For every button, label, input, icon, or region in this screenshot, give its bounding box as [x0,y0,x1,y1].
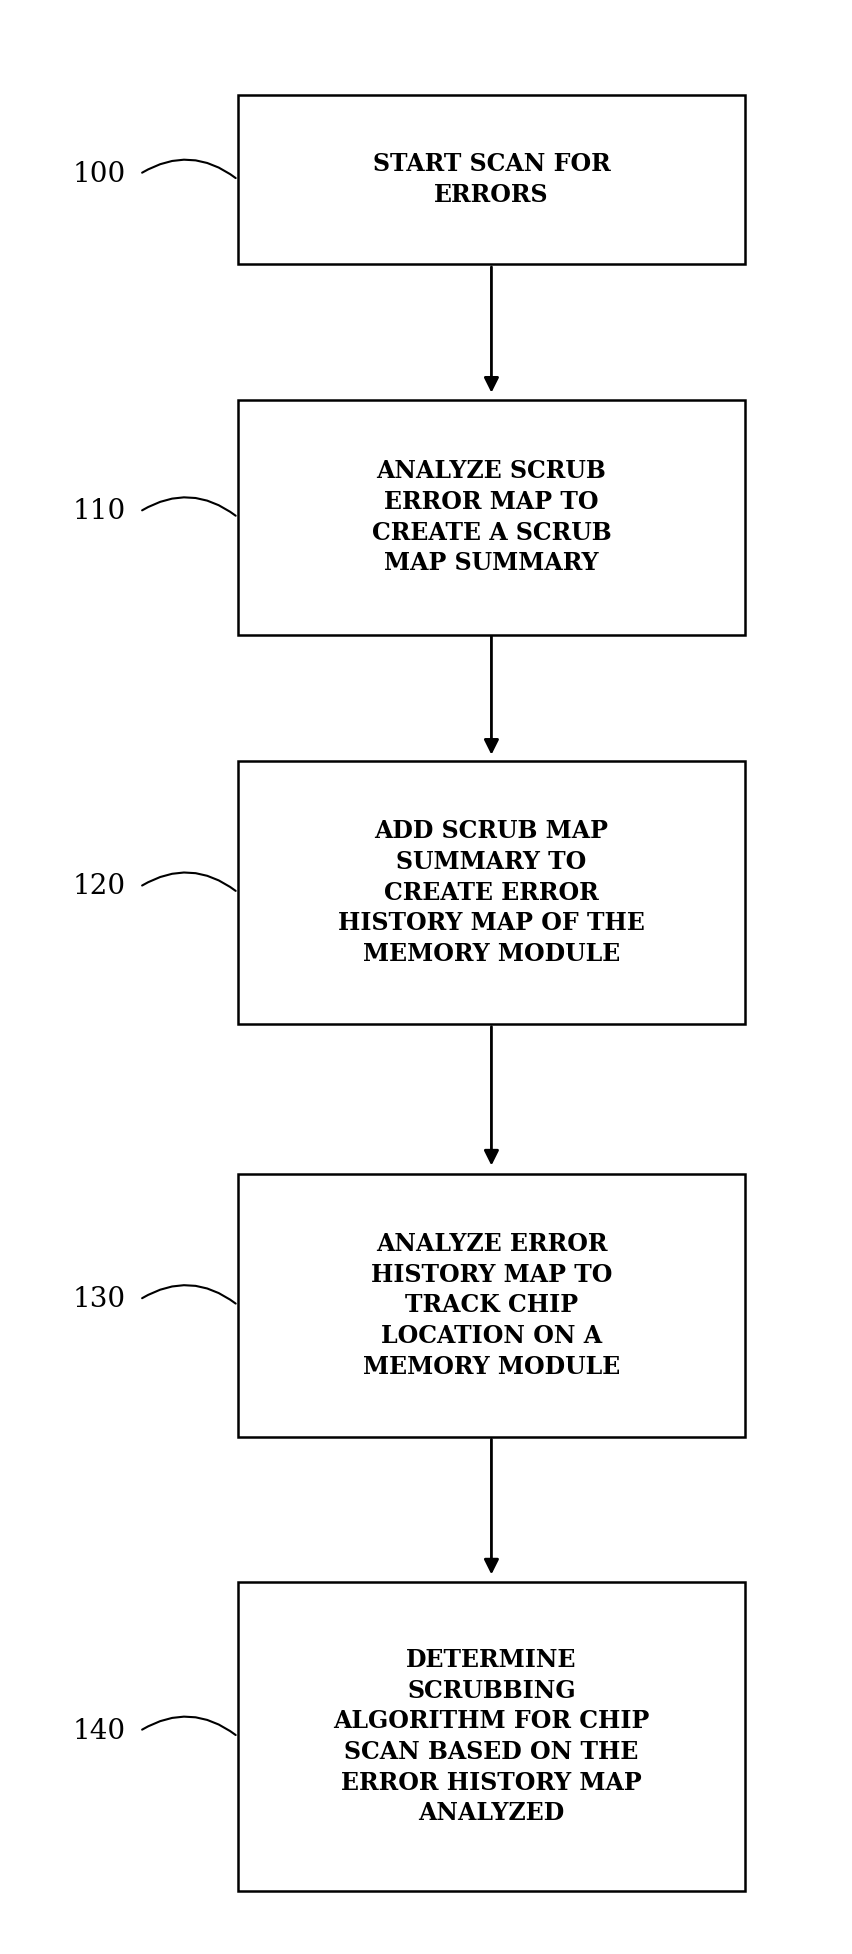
Bar [238,401,745,635]
Text: ANALYZE ERROR
HISTORY MAP TO
TRACK CHIP
LOCATION ON A
MEMORY MODULE: ANALYZE ERROR HISTORY MAP TO TRACK CHIP … [363,1231,620,1380]
Text: 130: 130 [72,1286,125,1313]
Bar [238,1583,745,1891]
Text: 120: 120 [72,873,125,901]
Bar [238,762,745,1024]
Text: ANALYZE SCRUB
ERROR MAP TO
CREATE A SCRUB
MAP SUMMARY: ANALYZE SCRUB ERROR MAP TO CREATE A SCRU… [371,459,611,574]
Text: DETERMINE
SCRUBBING
ALGORITHM FOR CHIP
SCAN BASED ON THE
ERROR HISTORY MAP
ANALY: DETERMINE SCRUBBING ALGORITHM FOR CHIP S… [333,1647,649,1825]
Text: 110: 110 [72,498,125,526]
Text: 140: 140 [72,1718,125,1745]
Text: START SCAN FOR
ERRORS: START SCAN FOR ERRORS [372,152,610,207]
Bar [238,1174,745,1436]
Text: 100: 100 [72,160,125,188]
Text: ADD SCRUB MAP
SUMMARY TO
CREATE ERROR
HISTORY MAP OF THE
MEMORY MODULE: ADD SCRUB MAP SUMMARY TO CREATE ERROR HI… [338,819,645,965]
Bar [238,96,745,264]
